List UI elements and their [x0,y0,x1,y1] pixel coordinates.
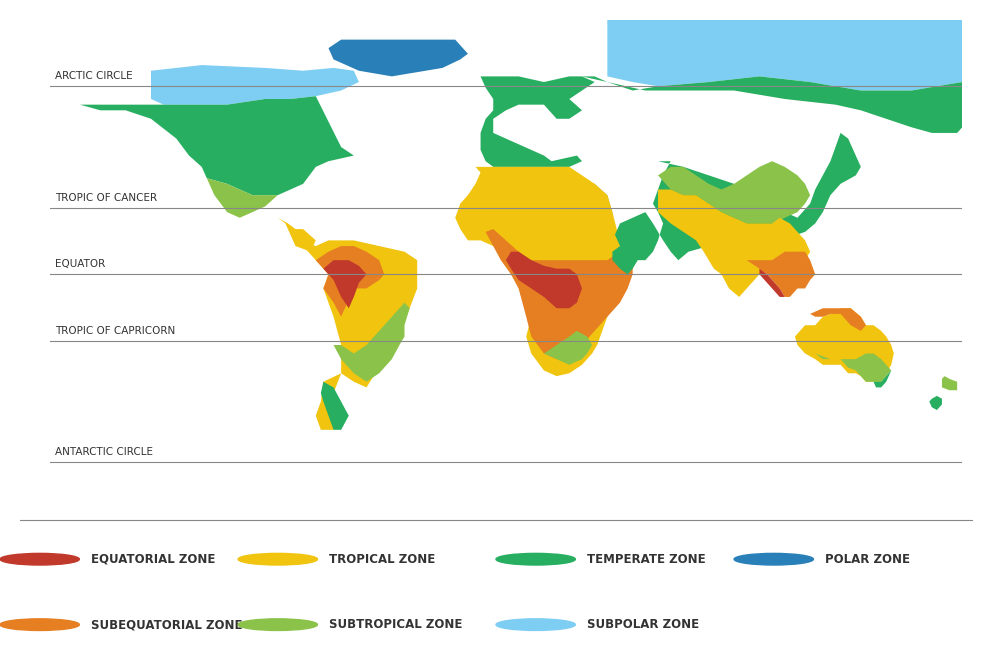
Polygon shape [798,354,891,382]
Text: POLAR ZONE: POLAR ZONE [825,553,911,566]
Polygon shape [151,65,359,104]
Polygon shape [480,77,594,167]
Polygon shape [607,20,962,91]
Polygon shape [460,167,612,217]
Text: EQUATOR: EQUATOR [55,259,105,269]
Polygon shape [80,97,354,195]
Text: SUBEQUATORIAL ZONE: SUBEQUATORIAL ZONE [91,618,243,631]
Text: TROPIC OF CAPRICORN: TROPIC OF CAPRICORN [55,326,175,336]
Text: TEMPERATE ZONE: TEMPERATE ZONE [587,553,706,566]
Polygon shape [658,161,810,223]
Circle shape [0,619,79,631]
Circle shape [0,553,79,565]
Polygon shape [810,308,866,331]
Polygon shape [760,268,785,297]
Circle shape [238,553,317,565]
Text: TROPICAL ZONE: TROPICAL ZONE [329,553,435,566]
Polygon shape [333,303,410,382]
Polygon shape [298,241,418,430]
Circle shape [238,619,317,631]
Polygon shape [747,252,815,297]
Polygon shape [795,308,894,382]
Polygon shape [323,260,366,308]
Polygon shape [544,331,592,365]
Polygon shape [658,190,810,297]
Polygon shape [874,370,891,387]
Polygon shape [506,252,582,308]
Polygon shape [206,178,304,217]
Polygon shape [320,382,349,430]
Polygon shape [486,229,633,359]
Polygon shape [328,40,468,77]
Circle shape [496,553,575,565]
Circle shape [496,619,575,631]
Polygon shape [278,217,315,252]
Circle shape [734,553,813,565]
Polygon shape [315,246,384,317]
Polygon shape [612,133,861,274]
Polygon shape [455,167,638,376]
Polygon shape [942,376,957,390]
Text: EQUATORIAL ZONE: EQUATORIAL ZONE [91,553,215,566]
Polygon shape [582,77,962,133]
Text: ANTARCTIC CIRCLE: ANTARCTIC CIRCLE [55,447,153,457]
Text: ARCTIC CIRCLE: ARCTIC CIRCLE [55,71,132,81]
Polygon shape [930,396,942,410]
Text: TROPIC OF CANCER: TROPIC OF CANCER [55,193,157,203]
Text: SUBTROPICAL ZONE: SUBTROPICAL ZONE [329,618,462,631]
Text: SUBPOLAR ZONE: SUBPOLAR ZONE [587,618,699,631]
